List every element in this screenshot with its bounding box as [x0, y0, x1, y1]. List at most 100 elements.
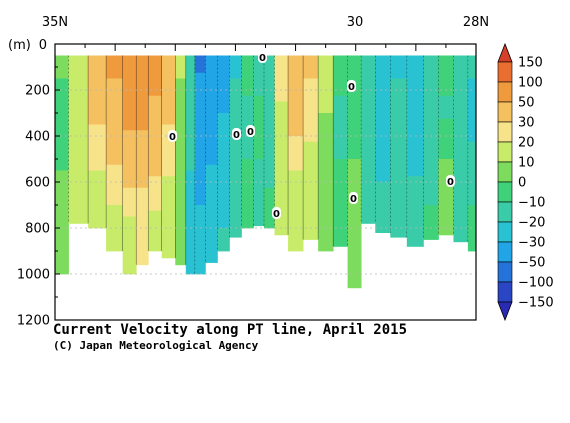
velocity-cell: [106, 113, 124, 120]
top-axis-label-30: 30: [347, 15, 364, 30]
velocity-cell: [148, 130, 163, 137]
velocity-cell: [274, 67, 289, 74]
velocity-cell: [161, 113, 176, 120]
velocity-cell: [438, 205, 454, 212]
velocity-cell: [205, 130, 218, 137]
velocity-cell: [467, 78, 476, 85]
velocity-cell: [438, 164, 454, 171]
velocity-cell: [375, 72, 391, 79]
velocity-cell: [288, 182, 304, 189]
velocity-cell: [303, 78, 319, 85]
velocity-cell: [185, 113, 196, 120]
velocity-cell: [453, 176, 469, 183]
velocity-cell: [390, 90, 408, 97]
velocity-cell: [347, 67, 362, 74]
velocity-cell: [453, 136, 469, 143]
velocity-cell: [438, 101, 454, 108]
velocity-cell: [333, 61, 348, 68]
svg-text:0: 0: [169, 132, 176, 143]
svg-text:0: 0: [247, 127, 254, 138]
velocity-cell: [375, 222, 391, 229]
velocity-cell: [274, 130, 289, 137]
velocity-cell: [333, 170, 348, 177]
velocity-cell: [375, 164, 391, 171]
svg-text:0: 0: [273, 209, 280, 220]
velocity-cell: [347, 239, 362, 246]
velocity-cell: [333, 210, 348, 217]
velocity-cell: [68, 193, 89, 200]
velocity-cell: [136, 95, 149, 102]
velocity-cell: [406, 61, 424, 68]
velocity-cell: [423, 107, 439, 114]
velocity-cell: [390, 228, 408, 235]
velocity-cell: [217, 245, 230, 252]
velocity-cell: [55, 118, 69, 125]
velocity-cell: [229, 84, 242, 91]
velocity-cell: [194, 67, 206, 74]
velocity-cell: [175, 170, 187, 177]
velocity-cell: [122, 233, 137, 240]
velocity-cell: [161, 107, 176, 114]
velocity-cell: [205, 193, 218, 200]
velocity-cell: [253, 153, 265, 160]
velocity-cell: [229, 124, 242, 131]
velocity-cell: [453, 216, 469, 223]
velocity-cell: [148, 113, 163, 120]
velocity-cell: [253, 170, 265, 177]
velocity-cell: [68, 124, 89, 131]
velocity-cell: [205, 210, 218, 217]
velocity-cell: [88, 61, 107, 68]
velocity-cell: [136, 84, 149, 91]
velocity-cell: [303, 182, 319, 189]
velocity-cell: [175, 61, 187, 68]
velocity-cell: [453, 222, 469, 229]
velocity-cell: [288, 199, 304, 206]
velocity-cell: [318, 233, 334, 240]
velocity-cell: [361, 124, 376, 131]
velocity-cell: [453, 187, 469, 194]
colorbar-level-label: 100: [518, 76, 543, 91]
velocity-cell: [361, 170, 376, 177]
velocity-cell: [68, 164, 89, 171]
velocity-cell: [68, 78, 89, 85]
velocity-cell: [217, 95, 230, 102]
velocity-cell: [106, 159, 124, 166]
velocity-field: [55, 55, 476, 289]
velocity-cell: [175, 159, 187, 166]
velocity-cell: [148, 124, 163, 131]
velocity-cell: [263, 101, 275, 108]
velocity-cell: [229, 55, 242, 62]
velocity-cell: [303, 124, 319, 131]
velocity-cell: [467, 72, 476, 79]
velocity-cell: [253, 205, 265, 212]
velocity-cell: [106, 118, 124, 125]
velocity-cell: [229, 228, 242, 235]
velocity-cell: [347, 262, 362, 269]
velocity-cell: [467, 124, 476, 131]
velocity-cell: [303, 141, 319, 148]
velocity-cell: [438, 107, 454, 114]
velocity-cell: [122, 136, 137, 143]
velocity-cell: [194, 182, 206, 189]
velocity-cell: [423, 90, 439, 97]
velocity-cell: [241, 153, 254, 160]
velocity-cell: [68, 90, 89, 97]
velocity-cell: [148, 233, 163, 240]
velocity-cell: [288, 187, 304, 194]
velocity-cell: [217, 176, 230, 183]
velocity-cell: [361, 78, 376, 85]
depth-tick-label: 600: [25, 176, 50, 191]
velocity-cell: [148, 153, 163, 160]
velocity-cell: [55, 222, 69, 229]
velocity-cell: [205, 95, 218, 102]
velocity-cell: [122, 245, 137, 252]
velocity-cell: [303, 130, 319, 137]
velocity-cell: [175, 153, 187, 160]
velocity-cell: [205, 67, 218, 74]
velocity-cell: [318, 61, 334, 68]
velocity-cell: [229, 187, 242, 194]
velocity-cell: [253, 101, 265, 108]
contour-label: 0: [272, 207, 281, 220]
velocity-cell: [148, 78, 163, 85]
